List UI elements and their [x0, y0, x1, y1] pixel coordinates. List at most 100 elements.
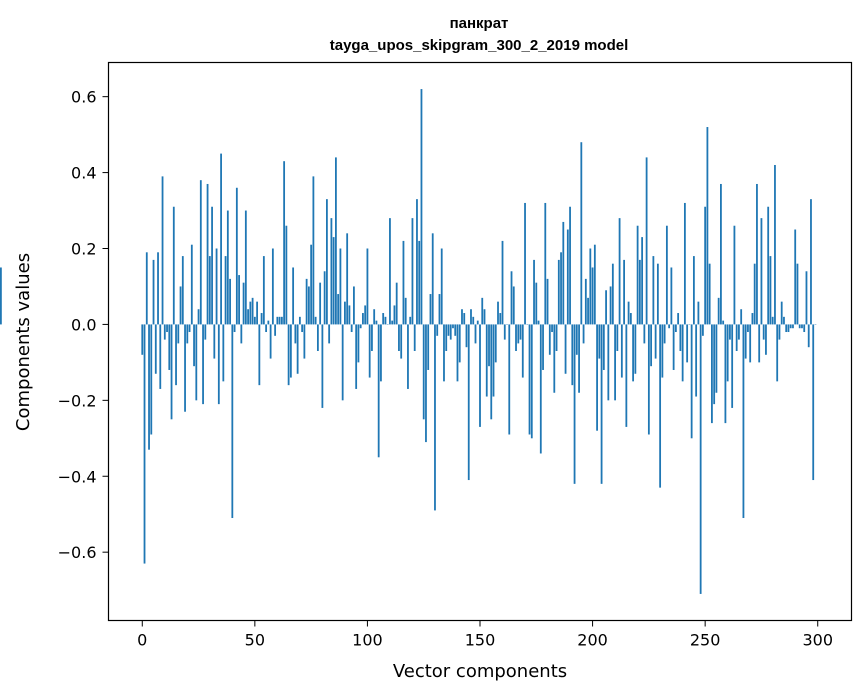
bar-211: [616, 324, 619, 351]
bar-208: [609, 286, 612, 325]
bar-188: [564, 324, 567, 374]
bar-29: [206, 183, 209, 325]
x-axis-label: Vector components: [393, 661, 567, 682]
bar-222: [641, 237, 644, 325]
bar-104: [375, 320, 378, 325]
bar-126: [425, 324, 427, 443]
bar-212: [618, 218, 621, 325]
bar-224: [645, 157, 648, 325]
bar-17: [179, 286, 182, 325]
bar-70: [298, 316, 301, 325]
bar-62: [280, 316, 283, 325]
bar-178: [542, 324, 544, 370]
bar-144: [465, 324, 468, 348]
bar-155: [490, 324, 493, 420]
bar-167: [517, 324, 520, 344]
bar-32: [213, 324, 216, 359]
bar-110: [389, 218, 391, 325]
bar-185: [557, 259, 560, 325]
bar-108: [384, 316, 387, 325]
bar-93: [350, 324, 353, 333]
bar-139: [454, 324, 457, 336]
bar-59: [274, 324, 277, 336]
bar-26: [199, 180, 202, 325]
x-tick-label: 0: [137, 631, 147, 650]
bar-226: [650, 324, 653, 367]
bar-1: [143, 324, 146, 564]
bar-163: [508, 324, 511, 435]
bar-223: [643, 324, 646, 344]
bar-207: [607, 324, 610, 401]
bar-241: [683, 202, 686, 325]
bar-221: [638, 259, 641, 325]
bar-99: [364, 305, 367, 325]
bar-89: [341, 324, 344, 401]
x-tick-label: 200: [577, 631, 608, 650]
bar-69: [296, 324, 299, 374]
bar-113: [395, 282, 398, 325]
bar-94: [353, 286, 355, 325]
bar-72: [303, 324, 306, 359]
bar-65: [287, 324, 290, 386]
bar-172: [528, 324, 531, 435]
bar-286: [785, 324, 788, 333]
bar-249: [702, 324, 704, 336]
bar-55: [265, 324, 268, 333]
bar-52: [258, 324, 261, 386]
bar-189: [566, 229, 569, 325]
bar-274: [758, 324, 761, 363]
bar-199: [589, 248, 592, 325]
bar-280: [771, 316, 774, 325]
bar-209: [611, 263, 614, 325]
bar-47: [247, 309, 249, 325]
bar-254: [713, 324, 716, 405]
bar-278: [767, 206, 770, 325]
bar-186: [560, 252, 562, 325]
bar-9: [161, 176, 164, 325]
bar-195: [580, 142, 583, 325]
bar-49: [251, 297, 254, 325]
bar-164: [510, 271, 513, 325]
bar-196: [582, 324, 585, 344]
bar-39: [229, 278, 231, 325]
bar-256: [717, 297, 720, 325]
bar-136: [447, 324, 450, 336]
bar-120: [411, 218, 414, 325]
bar-115: [400, 324, 403, 359]
x-tick-label: 100: [352, 631, 383, 650]
y-tick-label: 0.6: [71, 88, 96, 107]
bar-194: [578, 324, 580, 393]
bar-271: [751, 313, 754, 325]
bar-152: [483, 309, 486, 325]
bar-35: [220, 153, 222, 325]
bar-176: [537, 320, 540, 325]
bar-255: [715, 324, 718, 393]
bar-290: [794, 229, 797, 325]
bar-123: [418, 240, 421, 325]
bar-124: [420, 89, 423, 325]
bar-103: [373, 309, 376, 325]
bar-134: [443, 324, 445, 382]
bar-179: [544, 202, 547, 325]
bar-14: [172, 206, 175, 325]
bar-193: [575, 324, 578, 355]
bar-71: [301, 324, 304, 333]
bar-264: [735, 324, 738, 351]
bar-13: [170, 324, 173, 420]
bar-111: [391, 320, 394, 325]
x-tick-label: 300: [802, 631, 833, 650]
bar-244: [690, 324, 693, 439]
bar-138: [452, 324, 454, 329]
bar-250: [704, 206, 707, 325]
y-tick-label: −0.6: [58, 543, 97, 562]
bar-84: [330, 218, 333, 325]
bar-183: [553, 324, 556, 393]
bar-204: [600, 324, 603, 484]
x-tick-label: 150: [465, 631, 496, 650]
bar-96: [357, 324, 360, 363]
bar-67: [292, 267, 295, 325]
bar-267: [742, 324, 745, 519]
bar-252: [708, 263, 711, 325]
bar-154: [488, 324, 490, 367]
bar-148: [474, 324, 477, 344]
